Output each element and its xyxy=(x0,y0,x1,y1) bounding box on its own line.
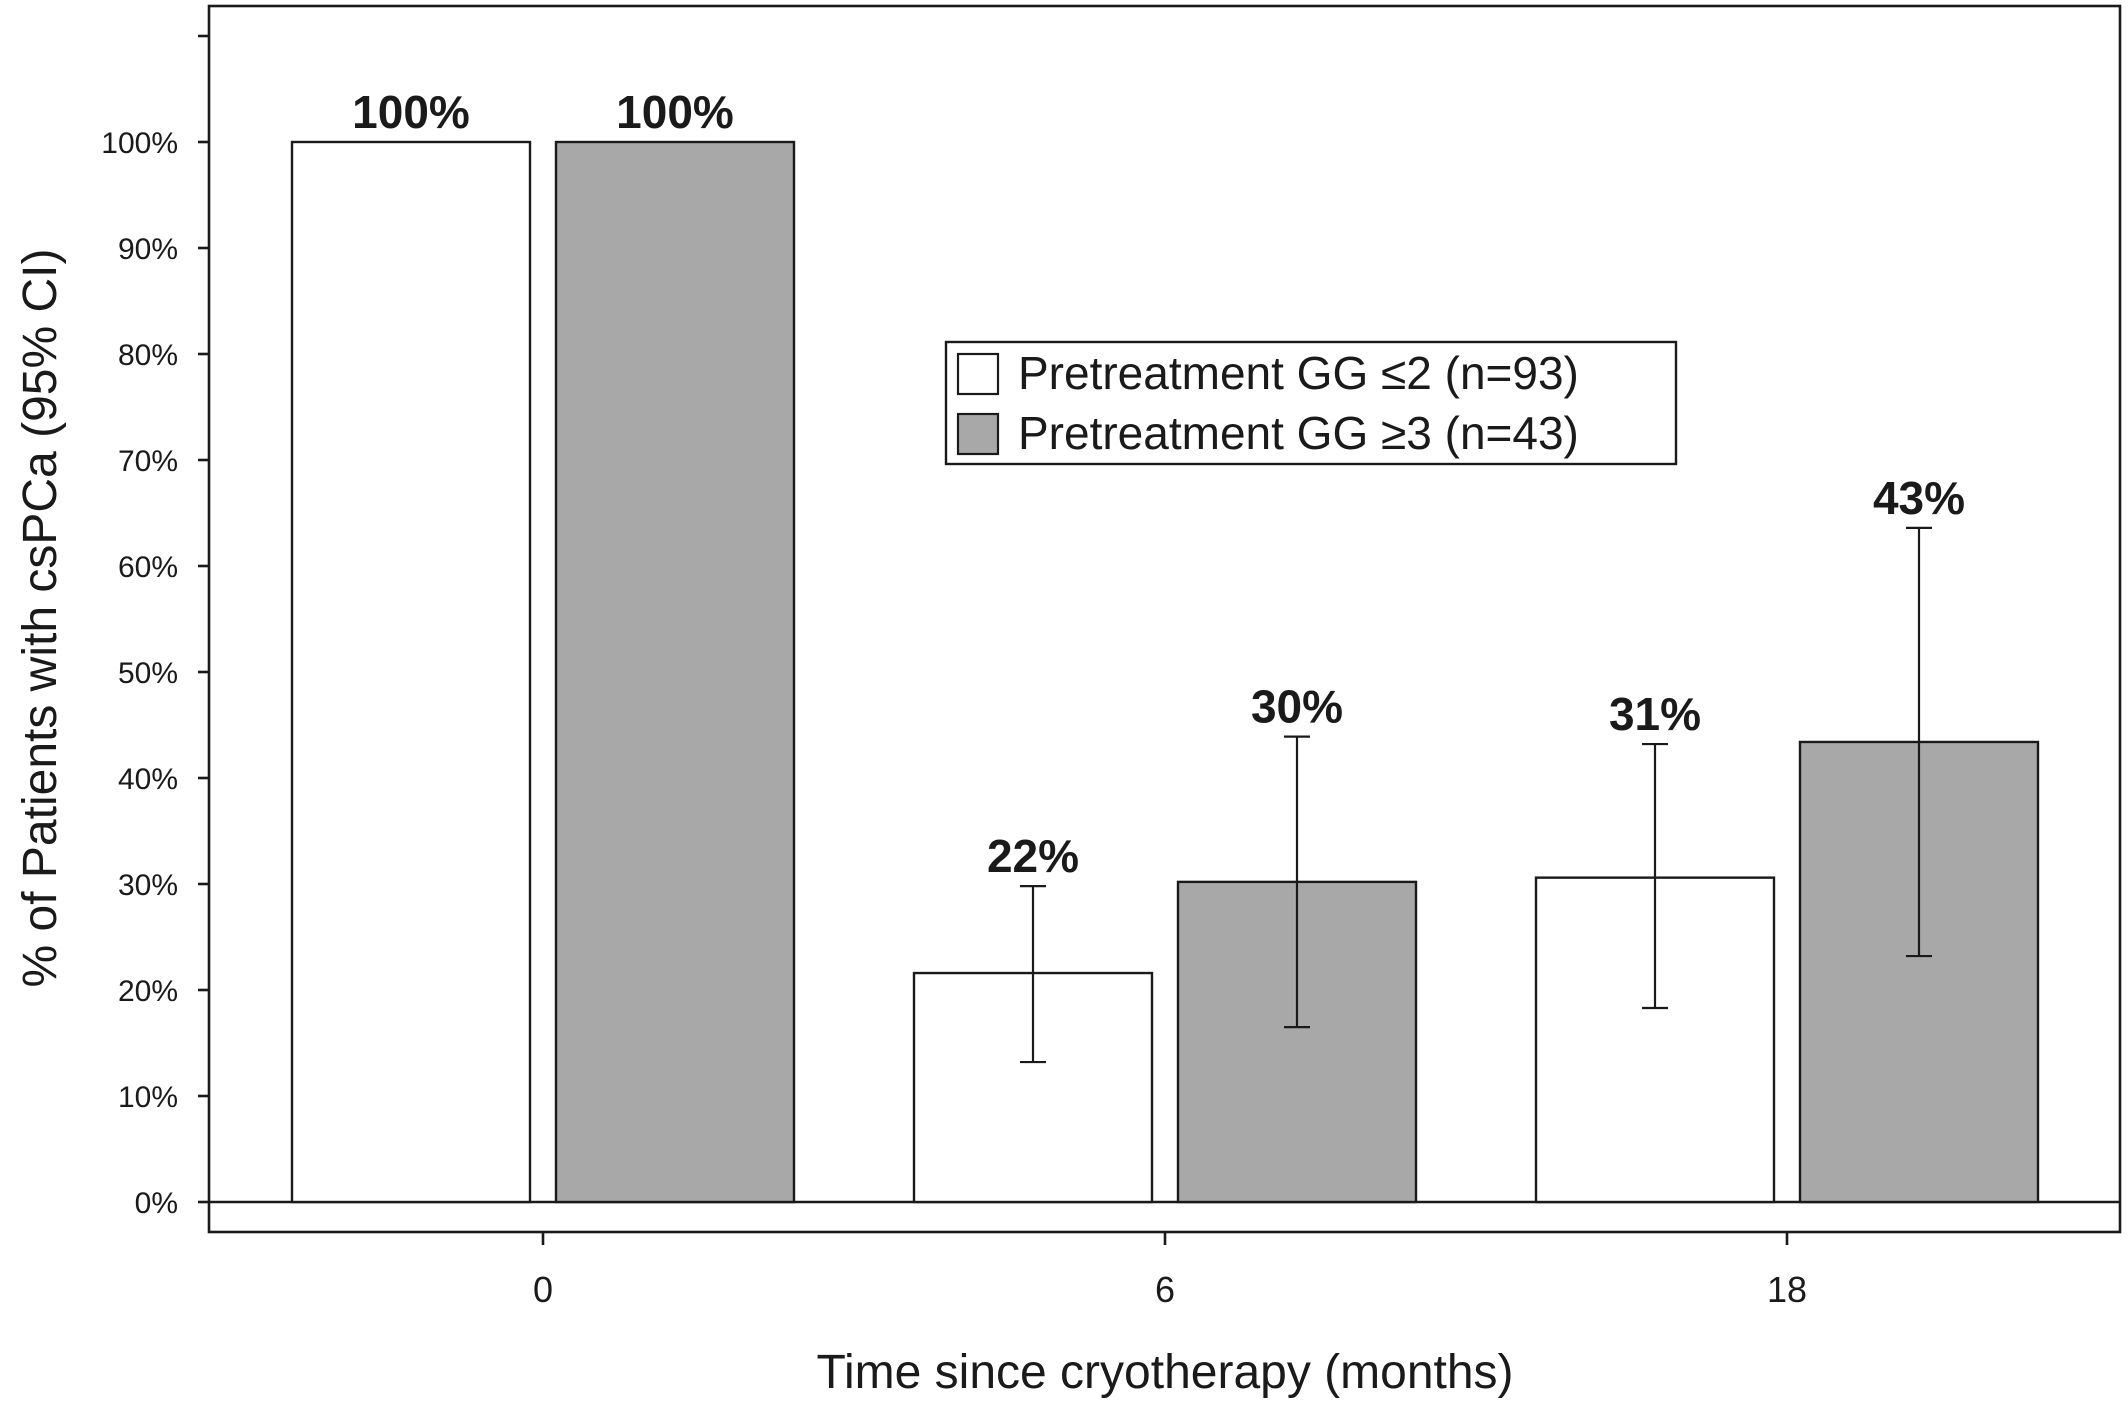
error-bars xyxy=(1020,526,1932,1064)
error-bar xyxy=(1284,735,1310,1029)
data-label: 30% xyxy=(1251,681,1343,733)
data-label: 100% xyxy=(616,86,734,138)
error-bar xyxy=(1020,885,1046,1064)
y-tick-label: 0% xyxy=(135,1187,178,1220)
y-tick-label: 80% xyxy=(118,339,178,372)
data-label: 31% xyxy=(1609,688,1701,740)
legend-label: Pretreatment GG ≤2 (n=93) xyxy=(1018,347,1579,399)
legend-swatch xyxy=(956,352,1000,396)
data-labels: 100% 100% 22% 30% 31% 43% xyxy=(352,86,1965,882)
y-tick-label: 90% xyxy=(118,233,178,266)
legend-label: Pretreatment GG ≥3 (n=43) xyxy=(1018,407,1579,459)
legend-swatch xyxy=(956,412,1000,456)
data-label: 100% xyxy=(352,86,470,138)
x-tick-label: 18 xyxy=(1767,1269,1807,1310)
y-axis-title: % of Patients with csPCa (95% CI) xyxy=(14,249,67,988)
y-tick-label: 30% xyxy=(118,869,178,902)
y-tick-label: 70% xyxy=(118,445,178,478)
y-tick-label: 60% xyxy=(118,551,178,584)
bar-gg-ge3-0mo xyxy=(554,140,796,1204)
data-label: 43% xyxy=(1873,472,1965,524)
x-axis: 0 6 18 xyxy=(533,1232,1807,1310)
y-tick-label: 20% xyxy=(118,975,178,1008)
error-bar xyxy=(1642,742,1668,1010)
data-label: 22% xyxy=(987,830,1079,882)
legend: Pretreatment GG ≤2 (n=93) Pretreatment GG… xyxy=(944,340,1678,466)
legend-box xyxy=(944,340,1678,466)
y-tick-label: 40% xyxy=(118,763,178,796)
error-bar xyxy=(1906,526,1932,958)
x-tick-label: 0 xyxy=(533,1269,553,1310)
bars xyxy=(290,140,2040,1204)
y-tick-label: 100% xyxy=(101,127,178,160)
x-tick-label: 6 xyxy=(1155,1269,1175,1310)
bar-gg-le2-0mo xyxy=(290,140,532,1204)
x-axis-title: Time since cryotherapy (months) xyxy=(816,1346,1513,1399)
y-tick-label: 50% xyxy=(118,657,178,690)
y-tick-label: 10% xyxy=(118,1081,178,1114)
